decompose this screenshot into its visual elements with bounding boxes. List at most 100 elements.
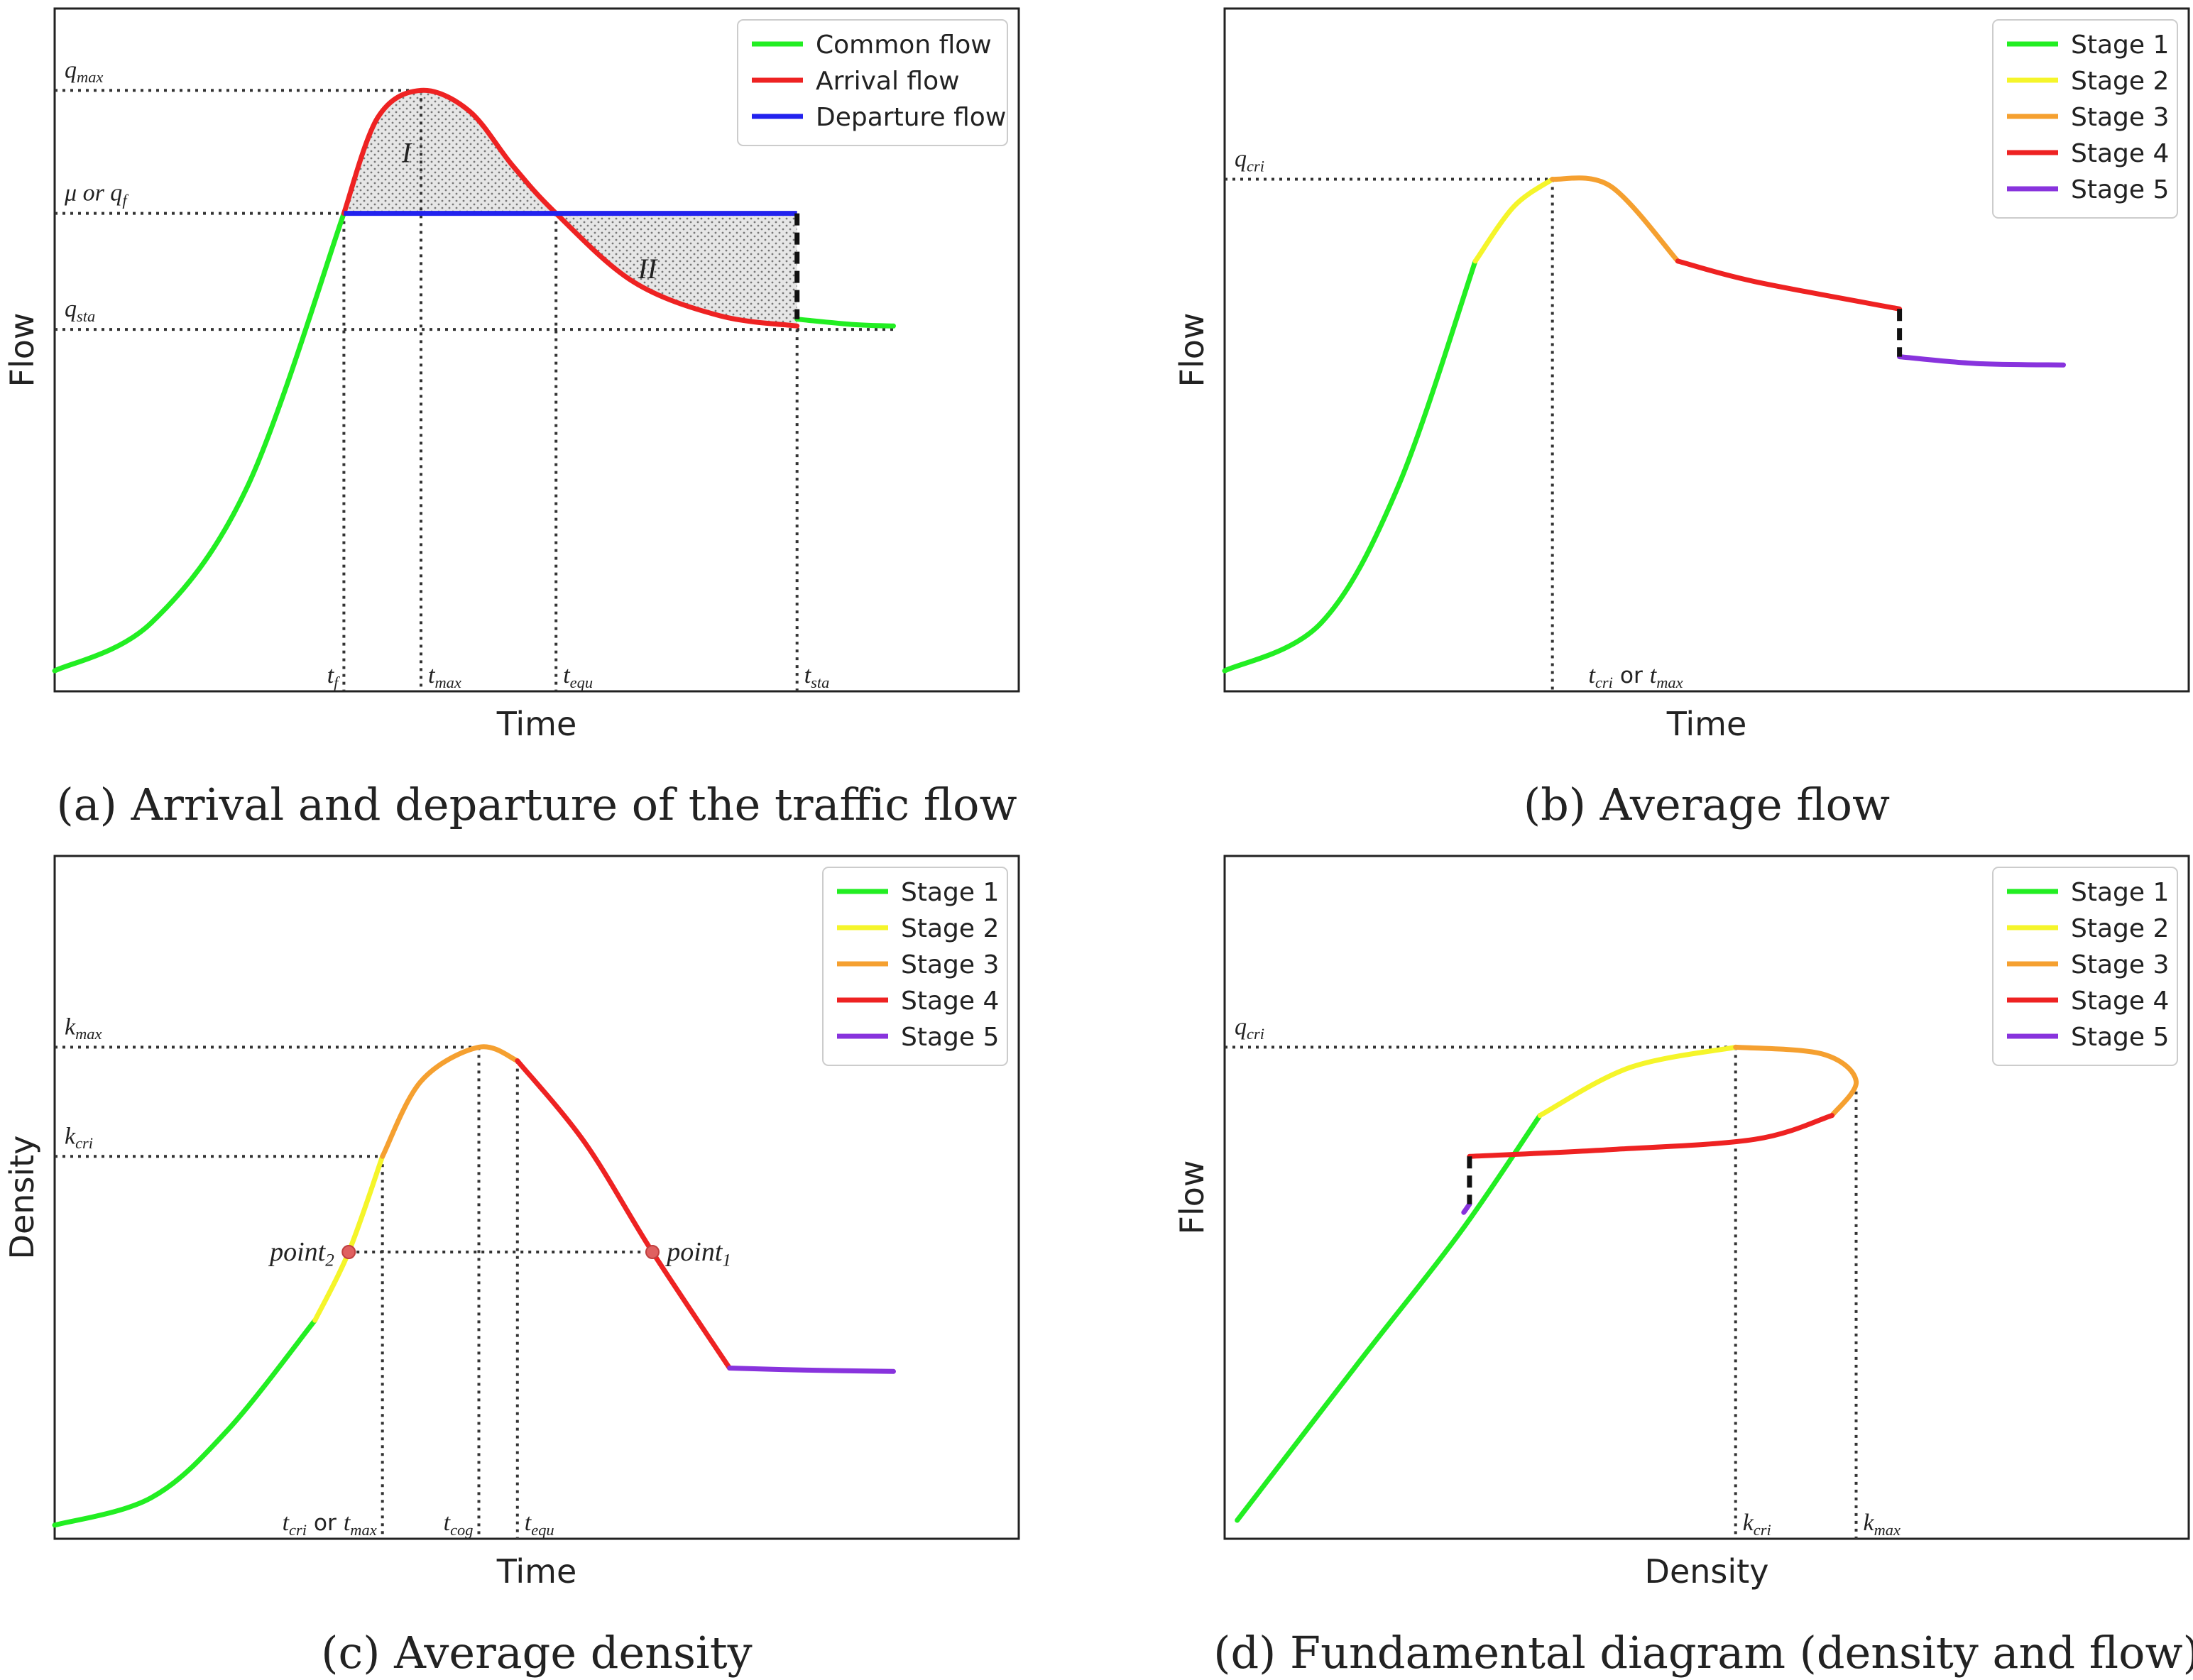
legend-entry: Stage 5: [2071, 1023, 2169, 1052]
panel-caption: (a) Arrival and departure of the traffic…: [56, 779, 1017, 830]
series-common-flow-rise: [52, 211, 346, 674]
y-annotation-1-main: k: [65, 1123, 76, 1149]
legend-entry: Stage 4: [2071, 987, 2169, 1016]
x-annotation-1-sub: max: [434, 674, 461, 691]
x-annotation-2-main: t: [563, 662, 571, 688]
series-stage-3: [380, 1044, 520, 1159]
series-stage-5: [1897, 354, 2066, 368]
legend-entry: Stage 3: [2071, 103, 2169, 132]
series-stage-3: [1550, 175, 1680, 264]
legend: Stage 1 Stage 2 Stage 3 Stage 4 Stage 5: [1992, 19, 2178, 219]
legend-entry: Stage 1: [2071, 31, 2169, 60]
region-label-I: I: [401, 136, 412, 168]
legend-box: [1992, 19, 2178, 219]
x-annotation-0: kcri: [1743, 1510, 1771, 1539]
legend-box: [822, 867, 1008, 1066]
legend-entry: Stage 5: [2071, 175, 2169, 204]
y-annotation-0-main: q: [65, 57, 77, 83]
region-I: [344, 90, 557, 214]
series-arrival-flow: [341, 87, 800, 329]
series-stage-3: [1733, 1044, 1859, 1119]
x-annotation-0-sub: cri: [289, 1521, 307, 1539]
panel-caption: (b) Average flow: [1524, 779, 1890, 830]
x-annotation-0-sub2: max: [350, 1521, 376, 1539]
plot-frame: [53, 7, 1020, 693]
y-annotation-0: qmax: [65, 57, 103, 86]
y-annotation-0: kmax: [65, 1014, 102, 1043]
y-annotation-1-sub: cri: [75, 1134, 93, 1152]
y-annotation-2-main: q: [65, 296, 77, 322]
x-annotation-2-sub: equ: [570, 674, 593, 691]
x-annotation-0-main: t: [1589, 662, 1597, 688]
y-annotation-0-main: q: [1235, 146, 1247, 172]
plot-frame: [1223, 855, 2190, 1540]
legend-entry: Stage 2: [901, 914, 999, 943]
x-axis-label: Time: [496, 705, 577, 743]
panel-caption: (c) Average density: [321, 1627, 752, 1679]
x-annotation-0-main: t: [283, 1510, 290, 1536]
x-annotation-0-main: t: [327, 662, 335, 688]
x-annotation-1-main: t: [444, 1510, 452, 1536]
y-annotation-1: μ or qf: [64, 180, 128, 209]
series-stage-5: [1461, 1202, 1472, 1215]
x-annotation-3-main: t: [804, 662, 812, 688]
y-axis-label: Flow: [1173, 1160, 1211, 1234]
x-annotation-0-sub: cri: [1754, 1521, 1771, 1539]
x-annotation-0-sub: cri: [1595, 674, 1613, 691]
y-annotation-1-main: μ or q: [64, 180, 122, 207]
legend-box: [1992, 867, 2178, 1066]
label-point-2-sub: 2: [325, 1251, 334, 1270]
legend-entry: Stage 3: [2071, 950, 2169, 979]
y-annotation-0-sub: max: [75, 1025, 102, 1043]
marker-point-1: [645, 1245, 660, 1259]
x-annotation-0-main: k: [1743, 1510, 1754, 1536]
x-annotation-0-mid: or: [307, 1510, 344, 1536]
chart-panel-a: Time Flow (a) Arrival and departure of the…: [3, 7, 1020, 830]
label-point-2: point2: [268, 1237, 334, 1270]
label-point-1: point1: [665, 1237, 731, 1270]
y-annotation-0-sub: max: [77, 68, 103, 86]
series-stage-1: [1222, 258, 1478, 674]
series-stage-1: [1235, 1113, 1543, 1523]
y-annotation-0-sub: cri: [1247, 1025, 1264, 1043]
y-annotation-0-main: q: [1235, 1014, 1247, 1040]
panel-caption: (d) Fundamental diagram (density and flo…: [1213, 1627, 2193, 1679]
x-axis-label: Density: [1645, 1552, 1769, 1591]
label-point-2-main: point: [268, 1237, 327, 1267]
legend: Stage 1 Stage 2 Stage 3 Stage 4 Stage 5: [822, 867, 1008, 1066]
series-stage-5: [727, 1366, 896, 1374]
y-annotation-1-sub: f: [122, 191, 128, 209]
series-stage-2: [1537, 1044, 1739, 1119]
legend-entry: Stage 4: [2071, 139, 2169, 168]
y-axis-label: Flow: [3, 312, 41, 387]
x-annotation-0: tcri or tmax: [1589, 662, 1683, 691]
x-annotation-1-main: t: [428, 662, 436, 688]
legend: Stage 1 Stage 2 Stage 3 Stage 4 Stage 5: [1992, 867, 2178, 1066]
x-annotation-1-sub: max: [1874, 1521, 1901, 1539]
x-annotation-2: tequ: [525, 1510, 554, 1539]
x-annotation-2: tequ: [563, 662, 593, 691]
legend-entry: Common flow: [816, 31, 992, 60]
series-stage-4: [515, 1058, 733, 1371]
series-stage-2: [1472, 177, 1555, 264]
y-annotation-0-main: k: [65, 1014, 76, 1040]
legend-entry: Stage 1: [901, 878, 999, 907]
x-annotation-0-main2: t: [1650, 662, 1658, 688]
x-annotation-0-main2: t: [344, 1510, 351, 1536]
y-axis-label: Density: [3, 1136, 41, 1260]
series-common-flow-tail: [794, 317, 896, 329]
x-annotation-0-sub2: max: [1656, 674, 1683, 691]
legend-entry: Departure flow: [816, 103, 1006, 132]
label-point-1-main: point: [665, 1237, 723, 1267]
label-point-1-sub: 1: [722, 1251, 731, 1270]
x-axis-label: Time: [496, 1552, 577, 1591]
x-annotation-2-main: t: [525, 1510, 532, 1536]
legend-entry: Stage 2: [2071, 67, 2169, 96]
y-annotation-0: qcri: [1235, 1014, 1264, 1043]
x-annotation-1-main: k: [1864, 1510, 1875, 1536]
series-stage-4: [1467, 1113, 1834, 1159]
x-annotation-0-mid: or: [1613, 663, 1650, 688]
plot-frame: [53, 855, 1020, 1540]
